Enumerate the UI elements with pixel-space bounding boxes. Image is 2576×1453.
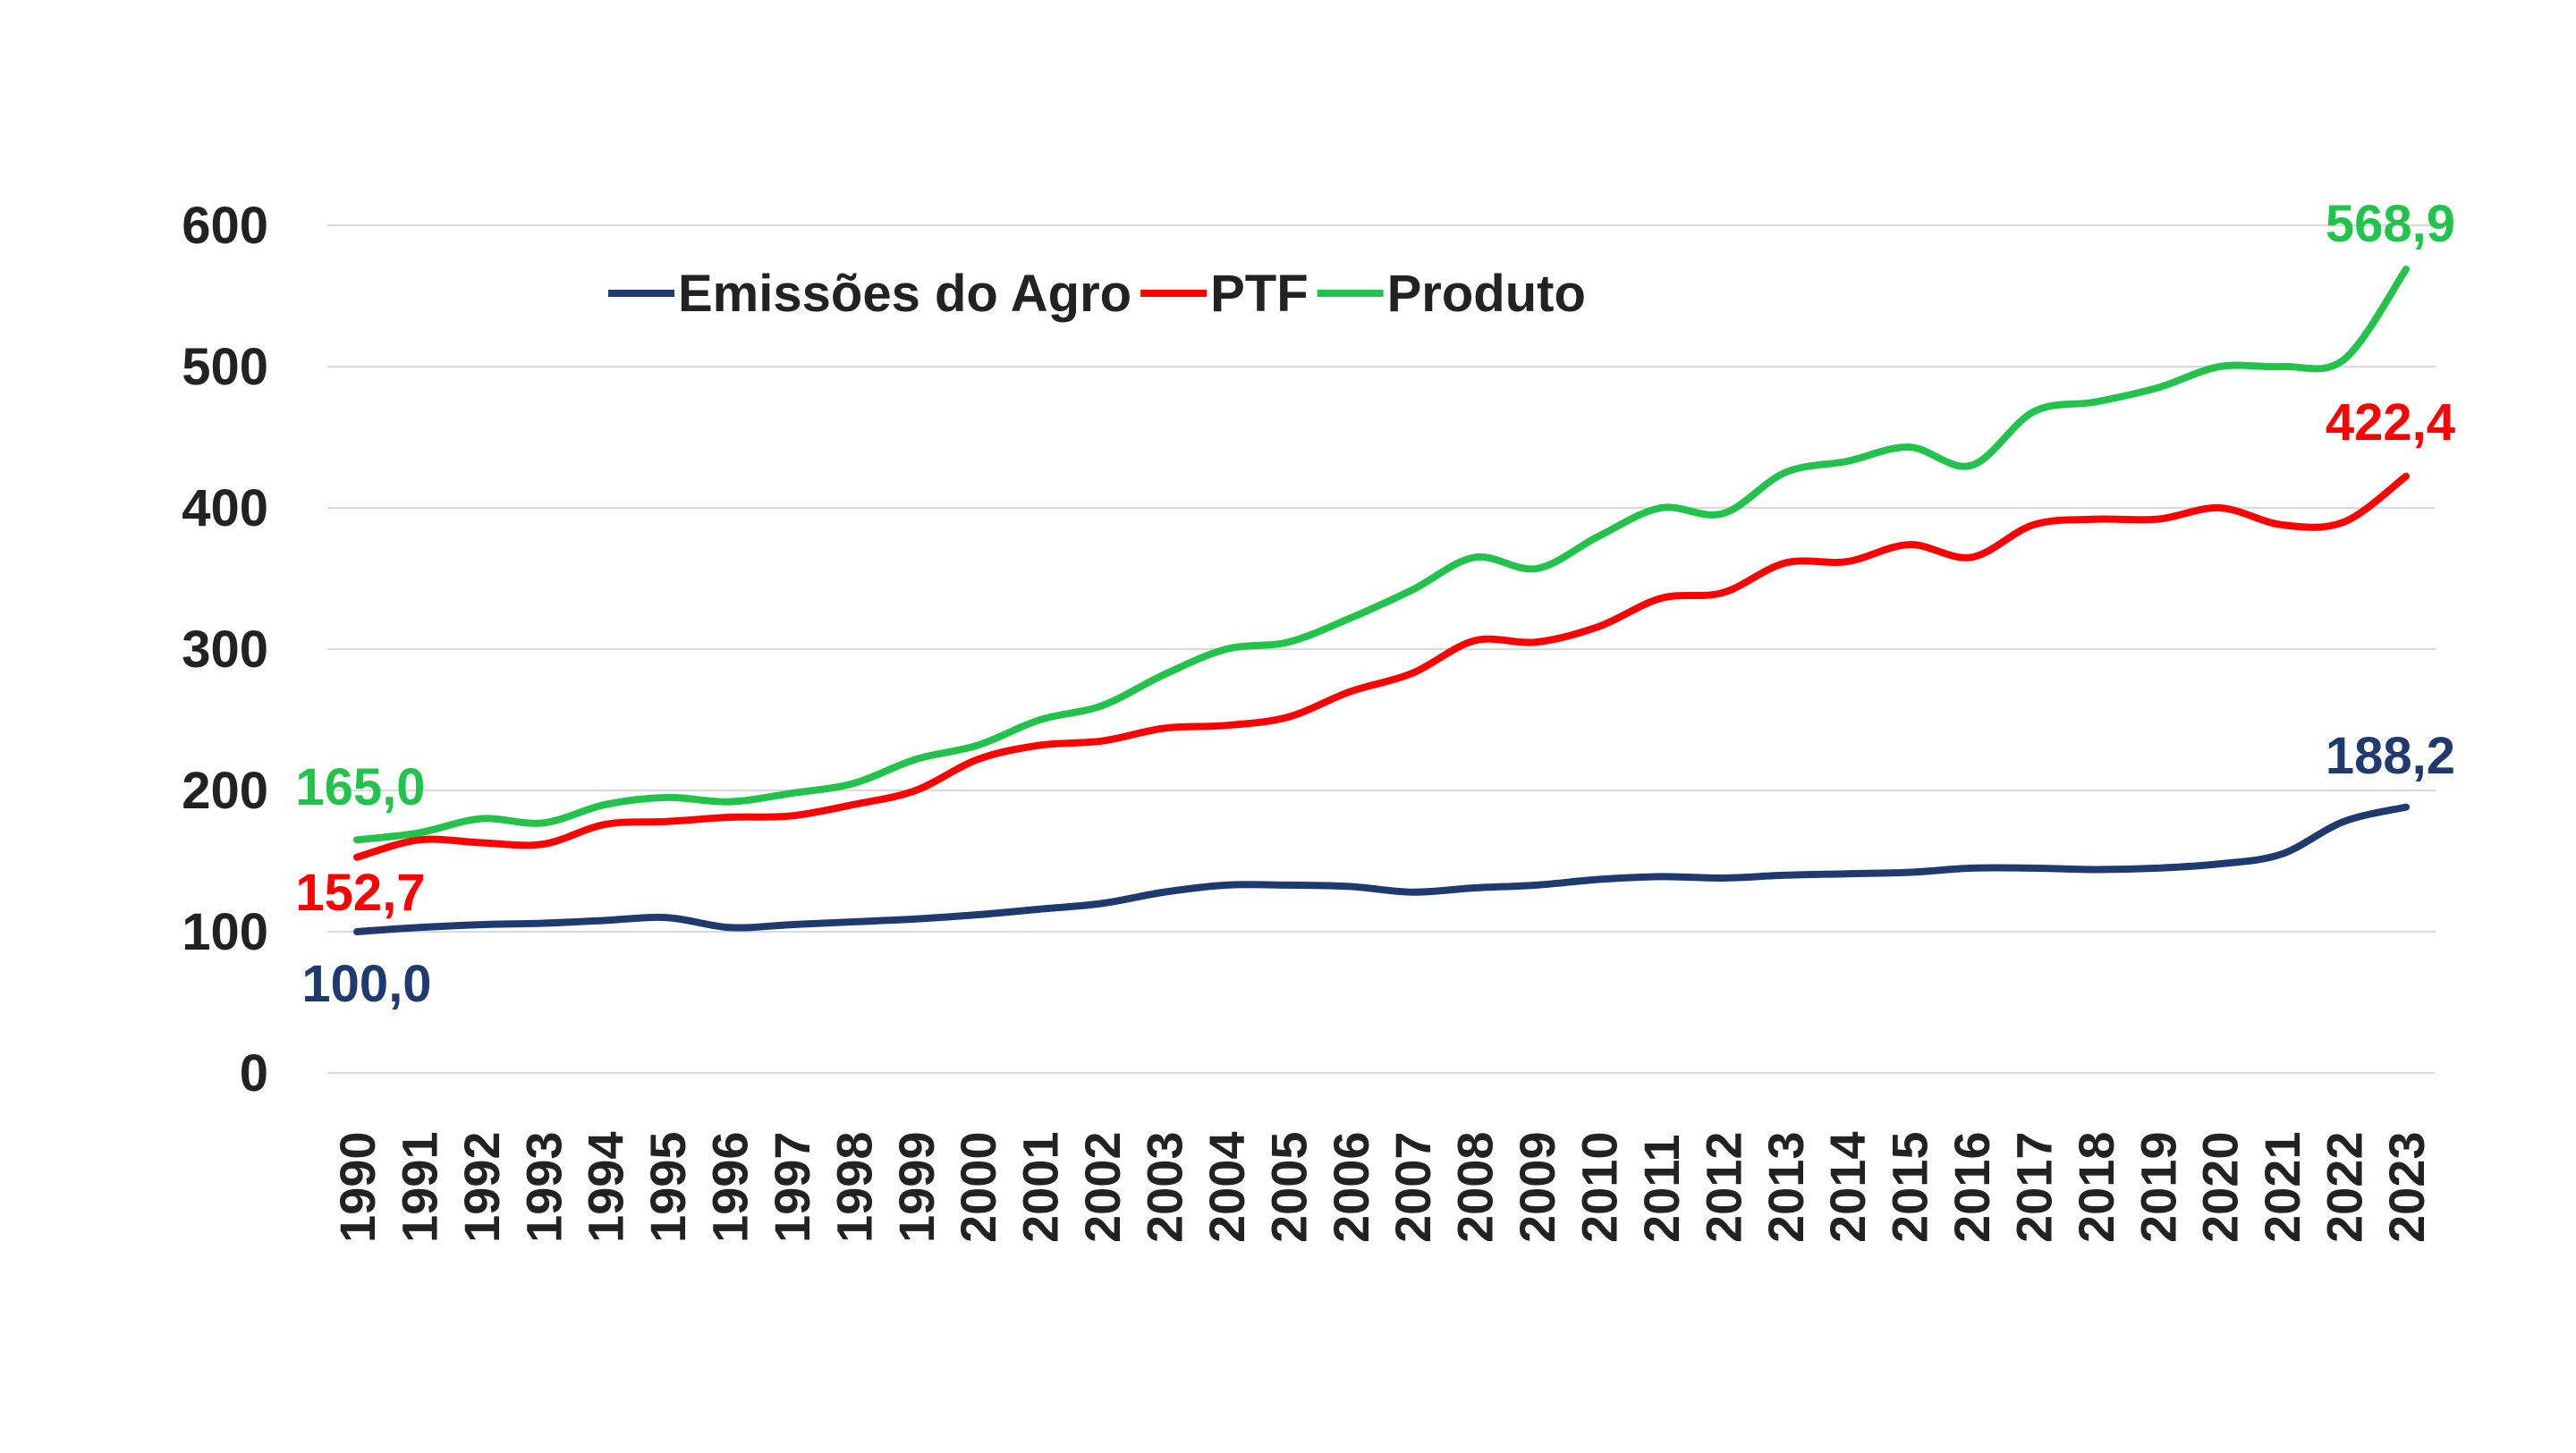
x-tick-label: 1992 [453,1131,510,1243]
series-line-0 [353,803,2410,935]
x-tick-label: 1991 [391,1131,447,1243]
x-tick-label: 2022 [2317,1131,2373,1243]
x-tick-label: 2004 [1199,1131,1255,1243]
x-tick-label: 2016 [1944,1131,2000,1243]
y-tick-label: 500 [182,338,268,396]
series-line-1 [353,472,2410,861]
x-tick-label: 2003 [1137,1131,1193,1243]
x-tick-label: 2006 [1323,1131,1379,1243]
x-tick-label: 2023 [2378,1131,2435,1243]
start-data-label: 165,0 [295,758,425,816]
end-data-label: 422,4 [2326,393,2455,452]
x-tick-label: 2019 [2130,1131,2186,1243]
x-tick-label: 2017 [2005,1131,2062,1243]
start-data-label: 152,7 [295,864,425,922]
y-tick-label: 0 [240,1044,268,1102]
y-tick-label: 200 [182,762,268,820]
y-tick-label: 400 [182,479,268,537]
x-tick-label: 1997 [764,1131,820,1243]
x-tick-label: 1995 [640,1131,696,1243]
x-tick-label: 2011 [1633,1135,1690,1244]
end-data-label: 188,2 [2326,727,2455,785]
x-tick-label: 2000 [950,1131,1006,1243]
x-tick-label: 2013 [1758,1131,1814,1243]
x-tick-label: 2018 [2068,1131,2124,1243]
x-tick-label: 2012 [1695,1131,1751,1243]
x-tick-label: 2008 [1447,1131,1504,1243]
x-tick-label: 2015 [1882,1131,1938,1243]
y-tick-label: 600 [182,197,268,255]
y-tick-label: 100 [182,903,268,961]
start-data-label: 100,0 [301,955,431,1013]
x-tick-label: 2009 [1509,1131,1565,1243]
x-tick-label: 2002 [1074,1131,1131,1243]
legend-label: PTF [1210,265,1309,323]
x-tick-label: 1993 [515,1131,572,1243]
x-tick-label: 2021 [2254,1131,2310,1243]
x-tick-label: 2005 [1260,1131,1317,1243]
x-tick-label: 2020 [2192,1131,2249,1243]
x-tick-label: 2001 [1013,1131,1069,1243]
x-tick-label: 1994 [578,1131,634,1243]
end-data-label: 568,9 [2326,195,2455,253]
x-tick-label: 2007 [1385,1131,1441,1243]
legend-label: Emissões do Agro [678,265,1131,323]
legend-label: Produto [1387,265,1586,323]
x-tick-label: 1999 [888,1131,945,1243]
x-tick-label: 1990 [329,1131,386,1243]
x-tick-label: 1998 [826,1131,882,1243]
x-tick-label: 2014 [1819,1131,1876,1243]
x-tick-label: 1996 [702,1131,758,1243]
series-line-2 [353,266,2410,844]
x-tick-label: 2010 [1571,1131,1627,1243]
y-tick-label: 300 [182,621,268,679]
